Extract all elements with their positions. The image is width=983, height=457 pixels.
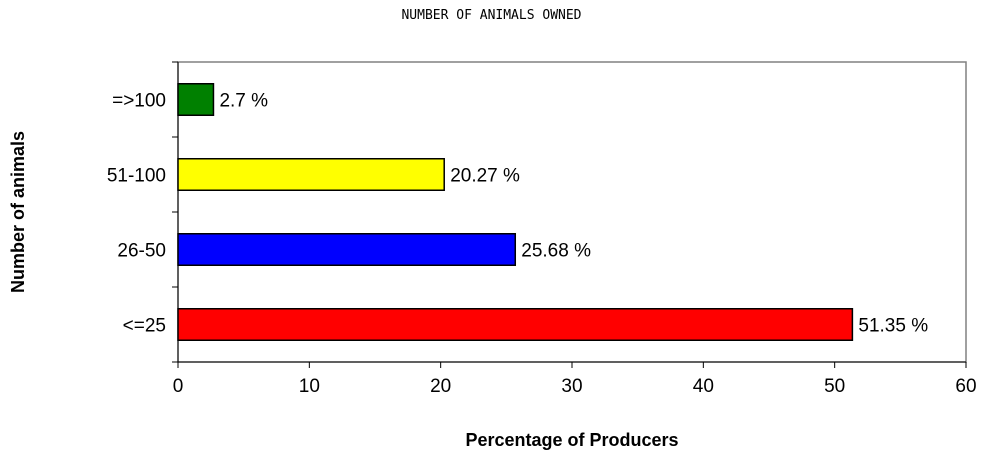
x-tick-label: 0	[173, 376, 184, 397]
y-axis-title: Number of animals	[8, 131, 28, 293]
x-axis-title: Percentage of Producers	[465, 430, 678, 450]
y-tick-label: 51-100	[107, 166, 166, 187]
data-label: 51.35 %	[858, 316, 928, 337]
y-tick-label: 26-50	[117, 241, 166, 262]
x-tick-label: 40	[693, 376, 714, 397]
y-tick-label: =>100	[112, 91, 166, 112]
data-label: 2.7 %	[219, 91, 268, 112]
data-label: 25.68 %	[521, 241, 591, 262]
bar-<=25	[177, 308, 854, 341]
bar-=>100	[177, 83, 215, 116]
bar-26-50	[177, 233, 517, 266]
chart-title: NUMBER OF ANIMALS OWNED	[401, 8, 582, 23]
data-label: 20.27 %	[450, 166, 520, 187]
x-tick-label: 20	[430, 376, 451, 397]
y-tick-label: <=25	[123, 316, 166, 337]
x-tick-label: 60	[955, 376, 976, 397]
x-tick-label: 30	[561, 376, 582, 397]
x-tick-label: 10	[299, 376, 320, 397]
bar-51-100	[177, 158, 445, 191]
x-tick-label: 50	[824, 376, 845, 397]
